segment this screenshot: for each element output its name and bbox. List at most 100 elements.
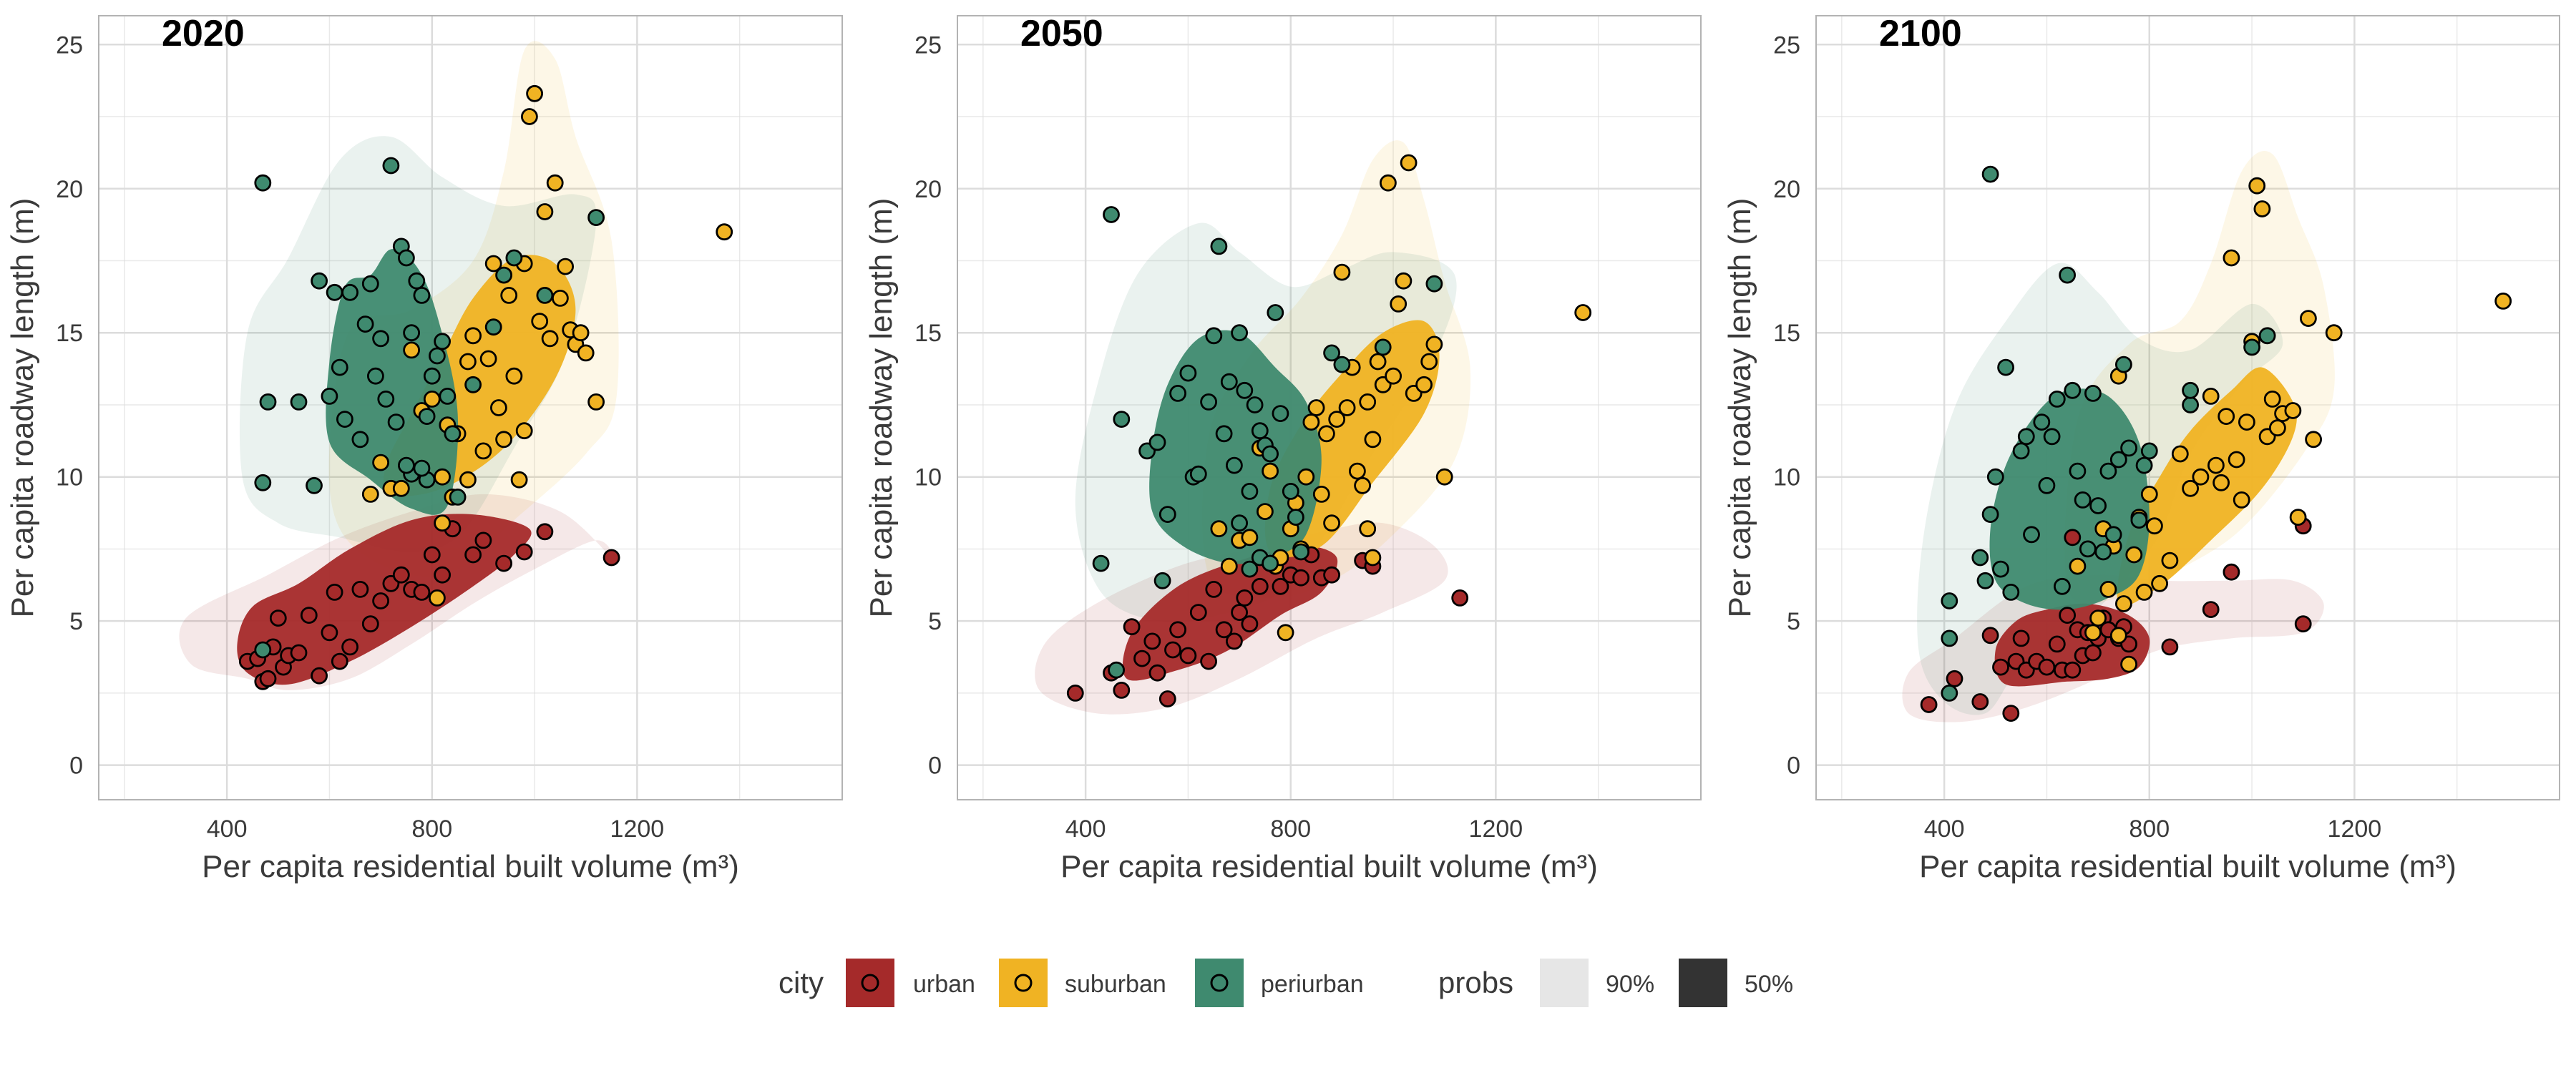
point-periurban	[351, 431, 369, 449]
panel-2100: 400 800 1200 0 5 10 15 20 25 2100 Per capita resid…	[1722, 13, 2560, 884]
point-urban	[2084, 644, 2102, 662]
y-tick-label: 0	[1787, 753, 1800, 780]
point-suburban	[2084, 624, 2102, 642]
point-periurban	[1997, 358, 2015, 376]
point-periurban	[326, 283, 343, 301]
point-periurban	[361, 275, 379, 293]
point-suburban	[2114, 595, 2132, 612]
point-periurban	[1103, 206, 1120, 223]
point-urban	[1148, 664, 1166, 682]
point-periurban	[444, 425, 462, 443]
point-urban	[464, 546, 482, 564]
point-suburban	[459, 353, 477, 371]
point-periurban	[1169, 385, 1186, 402]
point-periurban	[1226, 456, 1243, 474]
point-urban	[1920, 696, 1938, 713]
point-periurban	[1158, 506, 1176, 523]
point-suburban	[2223, 249, 2240, 267]
point-periurban	[1231, 324, 1248, 342]
point-periurban	[2089, 497, 2107, 514]
point-periurban	[418, 408, 436, 425]
point-suburban	[361, 486, 379, 503]
point-urban	[1981, 627, 1999, 645]
point-periurban	[2064, 381, 2082, 399]
panel-title: 2050	[1020, 13, 1103, 54]
point-periurban	[413, 286, 431, 304]
point-suburban	[1354, 476, 1371, 494]
panel-border	[1815, 15, 2560, 800]
y-tick-label: 15	[914, 320, 942, 347]
x-axis-label: Per capita residential built volume (m³)	[202, 849, 739, 884]
point-urban	[495, 554, 512, 572]
y-tick-label: 25	[1773, 31, 1800, 59]
point-periurban	[2135, 456, 2153, 474]
point-suburban	[1420, 353, 1438, 371]
point-suburban	[521, 108, 538, 125]
point-periurban	[341, 283, 359, 301]
point-suburban	[1364, 549, 1382, 567]
y-tick-label: 5	[69, 608, 83, 635]
y-tick-label: 5	[928, 608, 942, 635]
y-tick-label: 5	[1787, 608, 1800, 635]
point-periurban	[1374, 338, 1392, 356]
point-periurban	[1981, 165, 1999, 183]
point-suburban	[490, 399, 507, 416]
point-urban	[2064, 529, 2082, 547]
point-periurban	[423, 367, 441, 385]
density-50-periurban	[326, 249, 459, 515]
point-periurban	[1986, 468, 2004, 486]
point-periurban	[2017, 428, 2035, 446]
point-suburban	[1369, 353, 1387, 371]
point-suburban	[1257, 503, 1274, 520]
point-suburban	[1359, 393, 1377, 411]
point-urban	[1066, 685, 1084, 702]
point-periurban	[259, 393, 277, 411]
point-suburban	[479, 350, 497, 368]
point-suburban	[484, 255, 502, 273]
point-urban	[1158, 690, 1176, 707]
point-periurban	[2043, 428, 2061, 446]
y-tick-label: 15	[1773, 320, 1800, 347]
point-urban	[311, 667, 328, 685]
point-suburban	[2212, 474, 2230, 491]
point-urban	[1272, 577, 1289, 595]
point-periurban	[484, 318, 502, 336]
point-suburban	[2182, 479, 2200, 497]
point-urban	[2223, 563, 2240, 581]
legend-key-90	[1540, 959, 1589, 1007]
density-50-periurban	[1149, 330, 1322, 564]
point-suburban	[526, 84, 543, 102]
legend-city-title: city	[779, 966, 824, 999]
point-suburban	[1395, 272, 1413, 290]
point-urban	[515, 543, 533, 561]
point-periurban	[1267, 304, 1284, 321]
point-urban	[2161, 638, 2179, 656]
point-periurban	[1189, 465, 1207, 483]
point-suburban	[474, 442, 492, 460]
point-suburban	[2238, 413, 2255, 431]
point-periurban	[1287, 509, 1304, 526]
point-periurban	[2038, 476, 2056, 494]
point-suburban	[2135, 584, 2153, 601]
x-tick-label: 400	[1924, 815, 1965, 843]
point-suburban	[372, 454, 389, 471]
point-periurban	[1323, 344, 1340, 362]
point-periurban	[1262, 554, 1279, 572]
x-axis-label: Per capita residential built volume (m³)	[1060, 849, 1598, 884]
y-tick-label: 25	[56, 31, 83, 59]
point-periurban	[254, 474, 272, 491]
point-suburban	[2305, 431, 2323, 449]
point-suburban	[1359, 520, 1377, 538]
point-suburban	[2099, 581, 2117, 598]
point-periurban	[2258, 327, 2276, 345]
x-tick-label: 1200	[610, 815, 665, 843]
point-periurban	[1215, 425, 1233, 443]
point-periurban	[356, 315, 374, 333]
point-urban	[290, 644, 308, 662]
point-periurban	[2069, 462, 2087, 480]
point-periurban	[2079, 540, 2097, 558]
x-tick-label: 400	[207, 815, 248, 843]
point-periurban	[413, 459, 431, 477]
point-periurban	[1262, 445, 1279, 463]
